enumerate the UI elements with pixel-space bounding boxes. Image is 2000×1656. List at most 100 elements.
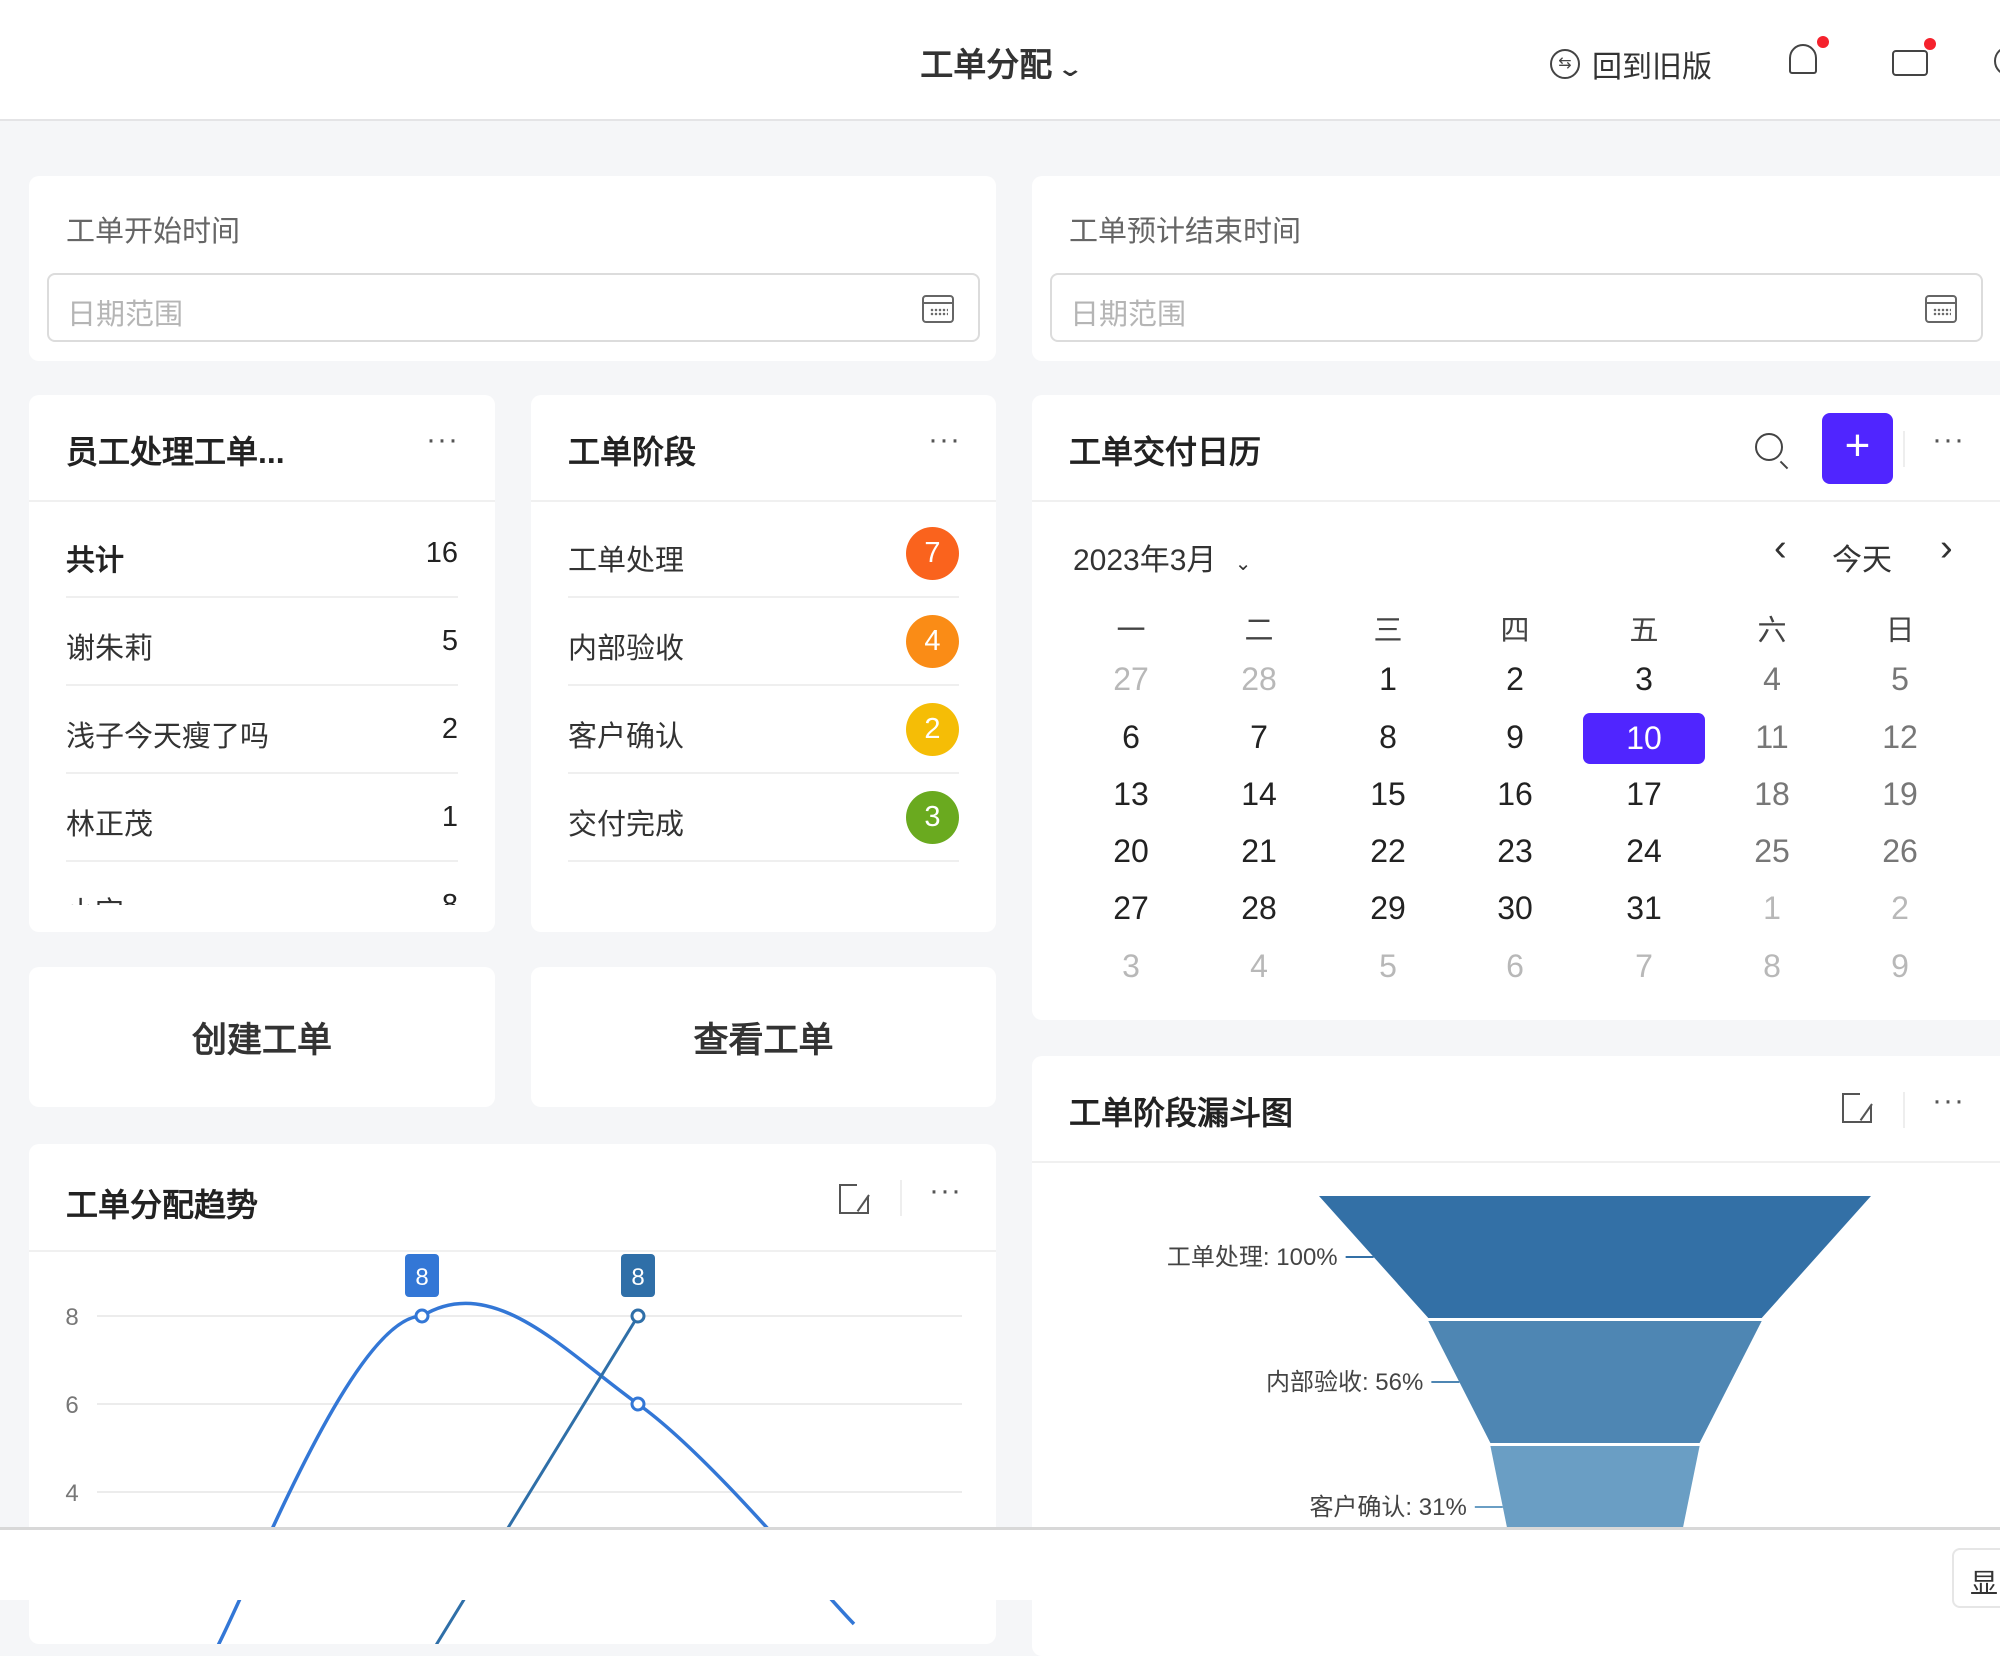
staff-count: 8	[441, 889, 458, 905]
calendar-day[interactable]: 27	[1113, 661, 1149, 697]
more-icon[interactable]: ···	[1932, 423, 1965, 456]
calendar-day[interactable]: 31	[1626, 890, 1662, 926]
stage-item[interactable]: 交付完成 3	[568, 774, 959, 862]
calendar-day[interactable]: 28	[1241, 661, 1277, 697]
calendar-day[interactable]: 8	[1379, 719, 1397, 755]
calendar-day[interactable]: 3	[1635, 661, 1653, 697]
more-icon[interactable]: ···	[1932, 1084, 1965, 1117]
staff-count: 5	[441, 625, 458, 657]
end-date-range-input[interactable]: 日期范围	[1050, 273, 1983, 342]
back-to-old-version-button[interactable]: ⇆ 回到旧版	[1550, 42, 1712, 86]
calendar-day[interactable]: 24	[1626, 833, 1662, 869]
create-workorder-button[interactable]: 创建工单	[29, 967, 495, 1107]
bottom-action-button[interactable]: 显	[1952, 1548, 2000, 1608]
open-external-icon[interactable]	[839, 1182, 871, 1214]
funnel-segment[interactable]	[1319, 1196, 1871, 1318]
calendar-day[interactable]: 6	[1122, 719, 1140, 755]
calendar-day[interactable]: 20	[1113, 833, 1149, 869]
notification-dot	[1924, 38, 1936, 50]
stage-item[interactable]: 工单处理 7	[568, 510, 959, 598]
notification-dot	[1817, 36, 1829, 48]
weekday-label: 日	[1885, 615, 1915, 647]
end-time-filter-card: 工单预计结束时间 日期范围	[1032, 176, 2000, 361]
calendar-day[interactable]: 1	[1763, 890, 1781, 926]
bell-icon[interactable]	[1789, 36, 1829, 74]
calendar-day[interactable]: 3	[1122, 948, 1140, 984]
data-point[interactable]	[414, 1308, 430, 1324]
calendar-icon[interactable]	[1925, 295, 1957, 323]
add-event-button[interactable]: +	[1822, 413, 1893, 484]
top-header: 工单分配 ⌄ ⇆ 回到旧版	[0, 0, 2000, 121]
stage-name: 交付完成	[568, 809, 685, 841]
calendar-day[interactable]: 13	[1113, 776, 1149, 812]
data-label: 8	[631, 1264, 644, 1291]
calendar-day[interactable]: 23	[1497, 833, 1533, 869]
trend-line-chart: 4 6 8 8 8	[65, 1254, 962, 1644]
weekday-label: 三	[1373, 615, 1403, 647]
calendar-day[interactable]: 8	[1763, 948, 1781, 984]
briefcase-icon[interactable]	[1892, 38, 1936, 76]
list-item[interactable]: 浅子今天瘦了吗 2	[66, 686, 458, 774]
calendar-day[interactable]: 1	[1379, 661, 1397, 697]
calendar-day[interactable]: 18	[1754, 776, 1790, 812]
prev-month-button[interactable]: ‹	[1774, 527, 1787, 569]
more-icon[interactable]: ···	[928, 423, 961, 456]
stage-name: 工单处理	[568, 545, 685, 577]
calendar-day[interactable]: 27	[1113, 890, 1149, 926]
today-button[interactable]: 今天	[1832, 544, 1892, 577]
stage-item[interactable]: 内部验收 4	[568, 598, 959, 686]
calendar-day[interactable]: 7	[1635, 948, 1653, 984]
staff-workorder-card: 员工处理工单... ··· 共计 16 谢朱莉 5 浅子今天瘦了吗 2 林正茂 1 小宝…	[29, 395, 495, 932]
page-title-dropdown[interactable]: 工单分配 ⌄	[0, 38, 2000, 86]
calendar-day[interactable]: 4	[1763, 661, 1781, 697]
calendar-day[interactable]: 5	[1379, 948, 1397, 984]
view-workorder-button[interactable]: 查看工单	[531, 967, 996, 1107]
calendar-day[interactable]: 15	[1370, 776, 1406, 812]
more-icon[interactable]: ···	[426, 423, 459, 456]
calendar-day[interactable]: 9	[1891, 948, 1909, 984]
more-icon[interactable]: ···	[929, 1174, 962, 1207]
start-time-filter-card: 工单开始时间 日期范围	[29, 176, 996, 361]
calendar-day[interactable]: 9	[1506, 719, 1524, 755]
calendar-day[interactable]: 6	[1506, 948, 1524, 984]
workorder-stage-card: 工单阶段 ··· 工单处理 7 内部验收 4 客户确认 2 交付完成 3	[531, 395, 996, 932]
calendar-day[interactable]: 4	[1250, 948, 1268, 984]
calendar-icon[interactable]	[922, 295, 954, 323]
calendar-day[interactable]: 30	[1497, 890, 1533, 926]
calendar-day-selected[interactable]: 10	[1583, 713, 1705, 764]
calendar-day[interactable]: 12	[1882, 719, 1918, 755]
calendar-day[interactable]: 16	[1497, 776, 1533, 812]
month-label: 2023年3月	[1073, 544, 1217, 577]
funnel-segment[interactable]	[1428, 1321, 1762, 1443]
calendar-day[interactable]: 26	[1882, 833, 1918, 869]
data-point[interactable]	[630, 1396, 646, 1412]
calendar-day[interactable]: 29	[1370, 890, 1406, 926]
calendar-day[interactable]: 19	[1882, 776, 1918, 812]
start-date-range-input[interactable]: 日期范围	[47, 273, 980, 342]
list-item[interactable]: 林正茂 1	[66, 774, 458, 862]
list-item[interactable]: 谢朱莉 5	[66, 598, 458, 686]
calendar-day[interactable]: 11	[1755, 719, 1789, 755]
calendar-day[interactable]: 21	[1241, 833, 1277, 869]
card-title: 工单阶段	[568, 434, 697, 470]
calendar-day[interactable]: 2	[1506, 661, 1524, 697]
card-title: 工单分配趋势	[66, 1187, 259, 1223]
calendar-day[interactable]: 7	[1250, 719, 1268, 755]
card-title: 工单阶段漏斗图	[1069, 1095, 1294, 1131]
calendar-day[interactable]: 25	[1754, 833, 1790, 869]
data-point[interactable]	[630, 1308, 646, 1324]
calendar-day[interactable]: 28	[1241, 890, 1277, 926]
calendar-day[interactable]: 5	[1891, 661, 1909, 697]
stage-item[interactable]: 客户确认 2	[568, 686, 959, 774]
calendar-day[interactable]: 22	[1370, 833, 1406, 869]
stage-count-badge: 4	[906, 615, 959, 668]
open-external-icon[interactable]	[1842, 1091, 1874, 1123]
month-selector[interactable]: 2023年3月 ⌄	[1073, 535, 1252, 579]
search-icon[interactable]	[1755, 433, 1789, 470]
calendar-day[interactable]: 14	[1241, 776, 1277, 812]
list-item[interactable]: 小宝 8	[66, 862, 458, 905]
weekday-label: 六	[1757, 615, 1787, 647]
next-month-button[interactable]: ›	[1940, 527, 1953, 569]
calendar-day[interactable]: 17	[1626, 776, 1662, 812]
calendar-day[interactable]: 2	[1891, 890, 1909, 926]
